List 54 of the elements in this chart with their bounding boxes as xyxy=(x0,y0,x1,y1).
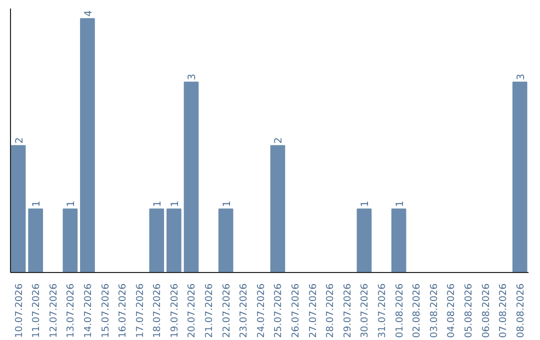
x-tick-label: 25.07.2026 xyxy=(273,283,284,338)
bar xyxy=(512,82,528,272)
bar xyxy=(270,145,286,272)
x-tick-label: 28.07.2026 xyxy=(325,283,336,338)
bar xyxy=(149,208,164,272)
data-label: 1 xyxy=(170,200,181,208)
x-tick-label: 05.08.2026 xyxy=(463,283,474,338)
x-tick-label: 24.07.2026 xyxy=(256,283,267,338)
x-tick-label: 11.07.2026 xyxy=(31,283,42,338)
bar xyxy=(356,208,372,272)
bar xyxy=(166,208,182,272)
bar xyxy=(28,208,43,272)
x-tick-label: 30.07.2026 xyxy=(360,283,371,338)
bar xyxy=(218,208,234,272)
x-tick-label: 07.08.2026 xyxy=(498,283,510,338)
x-tick-label: 26.07.2026 xyxy=(290,283,302,338)
bar xyxy=(391,208,406,272)
data-label: 1 xyxy=(360,200,372,208)
x-tick-label: 31.07.2026 xyxy=(376,283,388,338)
x-tick-label: 19.07.2026 xyxy=(169,283,180,338)
x-tick-label: 16.07.2026 xyxy=(118,283,129,338)
data-label: 1 xyxy=(394,200,406,208)
x-tick-label: 02.08.2026 xyxy=(412,283,423,338)
x-tick-label: 10.07.2026 xyxy=(14,283,25,338)
x-tick-label: 15.07.2026 xyxy=(100,283,112,338)
x-tick-label: 23.07.2026 xyxy=(238,283,250,338)
bar xyxy=(10,145,26,272)
x-tick-label: 17.07.2026 xyxy=(134,283,146,338)
data-label: 3 xyxy=(516,74,527,80)
x-tick-label: 18.07.2026 xyxy=(152,283,164,338)
x-tick-label: 29.07.2026 xyxy=(342,283,354,338)
data-label: 1 xyxy=(222,200,233,208)
x-tick-label: 13.07.2026 xyxy=(66,283,77,338)
data-label: 4 xyxy=(83,10,94,17)
bar xyxy=(80,18,95,272)
bar xyxy=(184,82,199,272)
x-tick-label: 27.07.2026 xyxy=(308,283,319,338)
x-tick-label: 01.08.2026 xyxy=(394,283,406,338)
data-label: 3 xyxy=(187,74,198,80)
data-label: 1 xyxy=(66,200,78,208)
x-tick-label: 03.08.2026 xyxy=(428,283,440,338)
bar xyxy=(62,208,78,272)
x-tick-label: 12.07.2026 xyxy=(48,283,60,338)
x-tick-label: 14.07.2026 xyxy=(82,283,94,338)
data-label: 2 xyxy=(14,137,26,144)
x-tick-label: 06.08.2026 xyxy=(480,283,492,338)
x-tick-label: 20.07.2026 xyxy=(186,283,198,338)
x-tick-label: 08.08.2026 xyxy=(515,283,526,338)
x-tick-label: 04.08.2026 xyxy=(446,283,458,338)
data-label: 2 xyxy=(274,137,285,144)
data-label: 1 xyxy=(152,200,164,208)
x-tick-label: 21.07.2026 xyxy=(204,283,216,338)
data-label: 1 xyxy=(32,200,43,208)
x-tick-label: 22.07.2026 xyxy=(221,283,232,338)
